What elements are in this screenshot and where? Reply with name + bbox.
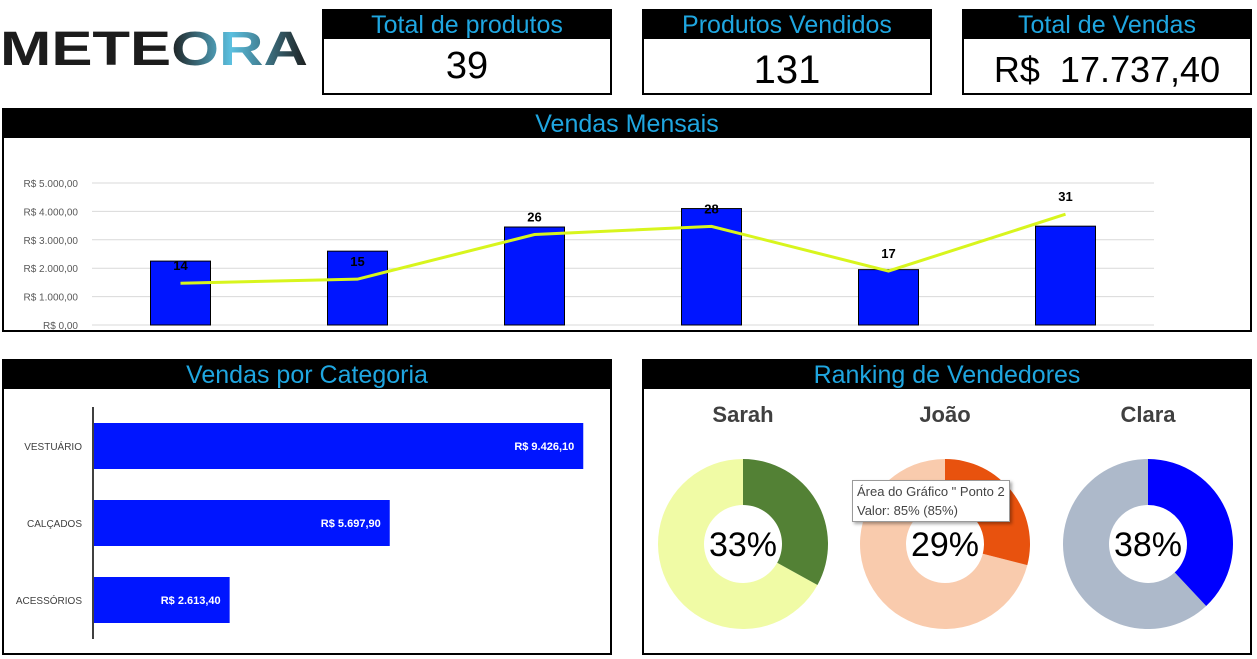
y-tick-label: R$ 4.000,00 xyxy=(24,207,79,218)
donut-rest-0 xyxy=(658,459,818,629)
vendas-mensais-title: Vendas Mensais xyxy=(4,110,1250,138)
category-value-label: R$ 5.697,90 xyxy=(321,518,381,530)
donut-percent-label: 33% xyxy=(709,526,777,564)
category-bar-0 xyxy=(94,423,584,469)
donut-percent-label: 29% xyxy=(911,526,979,564)
kpi-produtos-vendidos-value: 131 xyxy=(753,48,821,92)
kpi-total-vendas: Total de Vendas R$ 17.737,40 xyxy=(962,9,1252,95)
data-label: 31 xyxy=(1058,189,1072,204)
data-label: 28 xyxy=(704,201,718,216)
data-label: 26 xyxy=(527,210,541,225)
category-label: VESTUÁRIO xyxy=(24,440,82,453)
y-tick-label: R$ 5.000,00 xyxy=(24,179,79,190)
category-label: CALÇADOS xyxy=(27,519,82,530)
meteora-logo: METEORA xyxy=(0,26,308,70)
category-bar-1 xyxy=(94,500,390,546)
bar-mai xyxy=(858,269,919,326)
kpi-produtos-vendidos-label: Produtos Vendidos xyxy=(644,11,930,39)
bar-jan xyxy=(150,260,211,326)
kpi-produtos-vendidos: Produtos Vendidos 131 xyxy=(642,9,932,95)
donut-percent-label: 38% xyxy=(1114,526,1182,564)
data-label: 17 xyxy=(881,246,895,261)
category-value-label: R$ 9.426,10 xyxy=(514,441,574,453)
kpi-total-vendas-label: Total de Vendas xyxy=(964,11,1250,39)
y-tick-label: R$ 1.000,00 xyxy=(24,293,79,304)
chart-tooltip: Área do Gráfico " Ponto 2 Valor: 85% (85… xyxy=(852,480,1010,522)
seller-name: João xyxy=(919,402,970,427)
line-series-produtos xyxy=(180,212,1066,285)
seller-name: Clara xyxy=(1120,402,1176,427)
seller-name: Sarah xyxy=(712,402,773,427)
kpi-total-produtos: Total de produtos 39 xyxy=(322,9,612,95)
y-tick-label: R$ 2.000,00 xyxy=(24,264,79,275)
data-label: 14 xyxy=(173,258,188,273)
donut-share-2 xyxy=(1148,459,1233,606)
tooltip-line-1: Área do Gráfico xyxy=(857,484,949,499)
y-tick-label: R$ 0,00 xyxy=(43,321,78,330)
category-bar-2 xyxy=(94,577,230,623)
category-value-label: R$ 2.613,40 xyxy=(161,595,221,607)
data-label: 15 xyxy=(350,254,364,269)
bar-jun xyxy=(1035,225,1096,326)
tooltip-line-1b: " Ponto 2 xyxy=(951,484,1005,499)
category-label: ACESSÓRIOS xyxy=(16,594,82,607)
ranking-vendedores-title: Ranking de Vendedores xyxy=(644,361,1250,389)
donut-share-0 xyxy=(743,459,828,585)
brand-name: METEORA xyxy=(0,26,308,70)
kpi-total-produtos-value: 39 xyxy=(445,45,489,87)
vendas-categoria-title: Vendas por Categoria xyxy=(4,361,610,389)
vendas-categoria-panel: Vendas por Categoria VESTUÁRIO R$ 9.426,1… xyxy=(2,359,612,655)
bar-mar xyxy=(504,226,565,326)
vendas-categoria-chart[interactable]: VESTUÁRIO R$ 9.426,10 CALÇADOS R$ 5.697,90 A… xyxy=(4,389,610,653)
donut-rest-2 xyxy=(1063,459,1207,629)
kpi-total-vendas-value: R$ 17.737,40 xyxy=(993,49,1221,90)
y-tick-label: R$ 3.000,00 xyxy=(24,236,79,247)
vendas-mensais-chart[interactable]: R$ 0,00 R$ 1.000,00 R$ 2.000,00 R$ 3.000,00… xyxy=(4,138,1250,330)
kpi-total-produtos-label: Total de produtos xyxy=(324,11,610,39)
tooltip-line-2: Valor: 85% (85%) xyxy=(857,503,958,518)
bar-fev xyxy=(327,250,388,326)
vendas-mensais-panel: Vendas Mensais R$ 0,00 R$ 1.000,00 R$ 2.00… xyxy=(2,108,1252,332)
